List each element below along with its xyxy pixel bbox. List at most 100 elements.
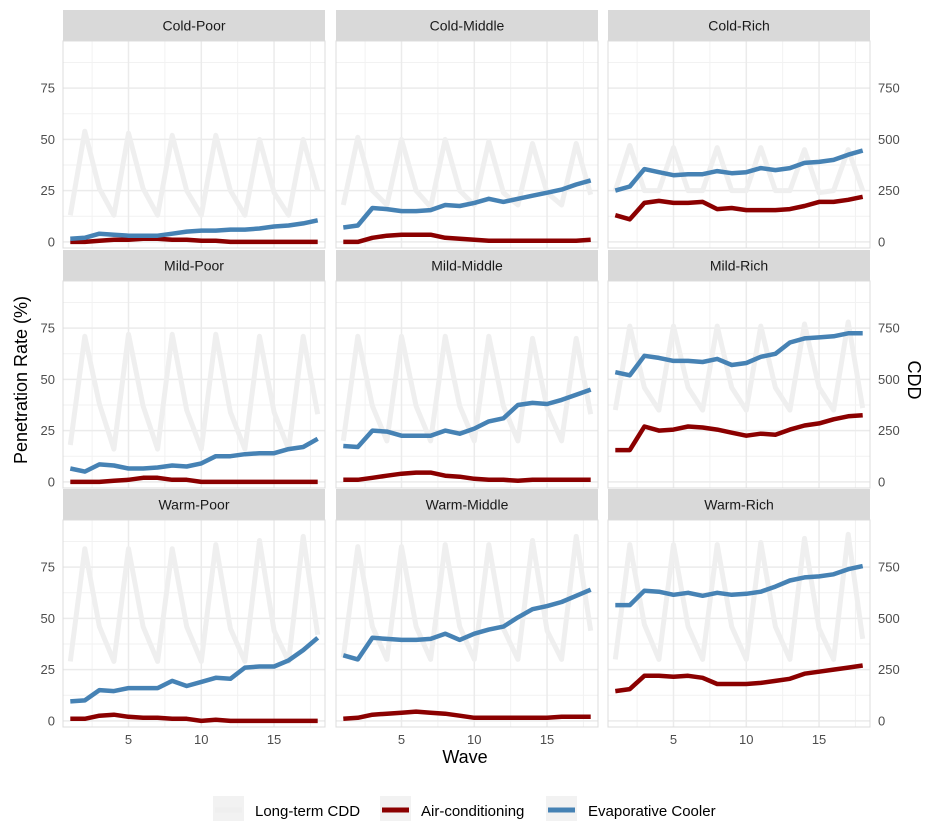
y-tick-label: 75 — [41, 321, 55, 336]
panel-warm-middle: Warm-Middle 5 10 15 — [335, 489, 599, 747]
x-tick-label: 5 — [398, 732, 405, 747]
panel-warm-poor: Warm-Poor 0 25 50 75 5 10 15 — [41, 489, 326, 747]
facet-strip — [608, 10, 870, 41]
y2-tick-label: 0 — [878, 713, 885, 728]
panel-border — [607, 519, 871, 728]
panel-mild-middle: Mild-Middle — [335, 250, 599, 489]
y-tick-label: 75 — [41, 81, 55, 96]
series-evaporative-cooler — [614, 148, 864, 193]
panel-border — [607, 40, 871, 249]
y-tick-label: 25 — [41, 183, 55, 198]
x-tick-label: 15 — [812, 732, 826, 747]
series-long-term-cdd — [67, 128, 321, 218]
series-air-conditioning — [615, 412, 863, 453]
panel-border — [335, 519, 599, 728]
series-air-conditioning — [343, 470, 591, 484]
y-tick-label: 0 — [48, 474, 55, 489]
facet-label: Mild-Middle — [431, 258, 503, 274]
x-axis-title: Wave — [442, 747, 487, 767]
legend-label: Evaporative Cooler — [588, 803, 716, 820]
series-evaporative-cooler — [70, 218, 319, 242]
series-air-conditioning — [343, 232, 591, 245]
y-tick-label: 0 — [48, 713, 55, 728]
facet-label: Mild-Rich — [710, 258, 768, 274]
legend-item-evaporative-cooler: Evaporative Cooler — [546, 796, 716, 821]
panel-border — [62, 40, 326, 249]
facet-label: Mild-Poor — [164, 258, 224, 274]
legend-label: Long-term CDD — [255, 803, 360, 820]
y2-tick-label: 0 — [878, 474, 885, 489]
panel-border — [335, 40, 599, 249]
y-tick-label: 50 — [41, 132, 55, 147]
facet-strip — [336, 10, 598, 41]
secondary-y-axis-title: CDD — [904, 361, 924, 400]
series-long-term-cdd — [612, 531, 866, 662]
series-long-term-cdd — [612, 143, 866, 196]
y2-tick-label: 500 — [878, 372, 900, 387]
facet-label: Warm-Middle — [426, 497, 509, 513]
facet-strip — [336, 489, 598, 520]
panel-border — [335, 280, 599, 489]
y2-tick-label: 750 — [878, 560, 900, 575]
y-tick-label: 50 — [41, 611, 55, 626]
facet-strip — [63, 489, 325, 520]
facet-label: Cold-Middle — [430, 18, 505, 34]
legend-label: Air-conditioning — [421, 803, 524, 820]
facet-label: Cold-Rich — [708, 18, 769, 34]
x-tick-label: 15 — [267, 732, 281, 747]
y-tick-label: 25 — [41, 662, 55, 677]
y-tick-label: 0 — [48, 234, 55, 249]
x-tick-label: 15 — [540, 732, 554, 747]
y2-tick-label: 500 — [878, 611, 900, 626]
y2-tick-label: 250 — [878, 423, 900, 438]
panel-mild-rich: Mild-Rich 0 250 500 750 — [607, 250, 900, 489]
y-tick-label: 75 — [41, 560, 55, 575]
facet-label: Warm-Poor — [158, 497, 229, 513]
series-evaporative-cooler — [342, 587, 592, 662]
facet-strip — [608, 489, 870, 520]
series-evaporative-cooler — [343, 387, 592, 450]
panel-border — [62, 519, 326, 728]
facet-label: Warm-Rich — [704, 497, 773, 513]
panel-border — [607, 280, 871, 489]
panel-border — [62, 280, 326, 489]
x-tick-label: 5 — [670, 732, 677, 747]
facet-strip — [63, 250, 325, 281]
legend-item-air-conditioning: Air-conditioning — [380, 796, 524, 821]
x-tick-label: 5 — [125, 732, 132, 747]
y2-tick-label: 750 — [878, 81, 900, 96]
y2-tick-label: 250 — [878, 183, 900, 198]
series-long-term-cdd — [340, 134, 594, 210]
x-tick-label: 10 — [739, 732, 753, 747]
facet-strip — [336, 250, 598, 281]
panel-cold-rich: Cold-Rich 0 250 500 750 — [607, 10, 900, 249]
series-long-term-cdd — [612, 319, 866, 413]
y2-tick-label: 500 — [878, 132, 900, 147]
series-long-term-cdd — [67, 533, 321, 664]
y-axis-title: Penetration Rate (%) — [11, 296, 31, 464]
series-long-term-cdd — [340, 333, 594, 444]
legend: Long-term CDD Air-conditioning Evaporative… — [213, 796, 716, 821]
series-evaporative-cooler — [615, 563, 864, 608]
series-long-term-cdd — [340, 533, 594, 662]
series-air-conditioning — [614, 194, 864, 222]
panel-mild-poor: Mild-Poor 0 25 50 75 — [41, 250, 326, 489]
series-air-conditioning — [343, 709, 591, 722]
series-evaporative-cooler — [69, 436, 319, 474]
series-evaporative-cooler — [342, 178, 592, 230]
series-evaporative-cooler — [614, 331, 863, 378]
y2-tick-label: 750 — [878, 321, 900, 336]
series-air-conditioning — [614, 663, 864, 694]
y2-tick-label: 250 — [878, 662, 900, 677]
y-tick-label: 25 — [41, 423, 55, 438]
series-air-conditioning — [70, 236, 318, 245]
panel-warm-rich: Warm-Rich 0 250 500 750 5 10 15 — [607, 489, 900, 747]
y2-tick-label: 0 — [878, 234, 885, 249]
legend-item-long-term-cdd: Long-term CDD — [213, 796, 360, 821]
facet-strip — [63, 10, 325, 41]
x-tick-label: 10 — [194, 732, 208, 747]
panel-cold-middle: Cold-Middle — [335, 10, 599, 249]
x-tick-label: 10 — [467, 732, 481, 747]
